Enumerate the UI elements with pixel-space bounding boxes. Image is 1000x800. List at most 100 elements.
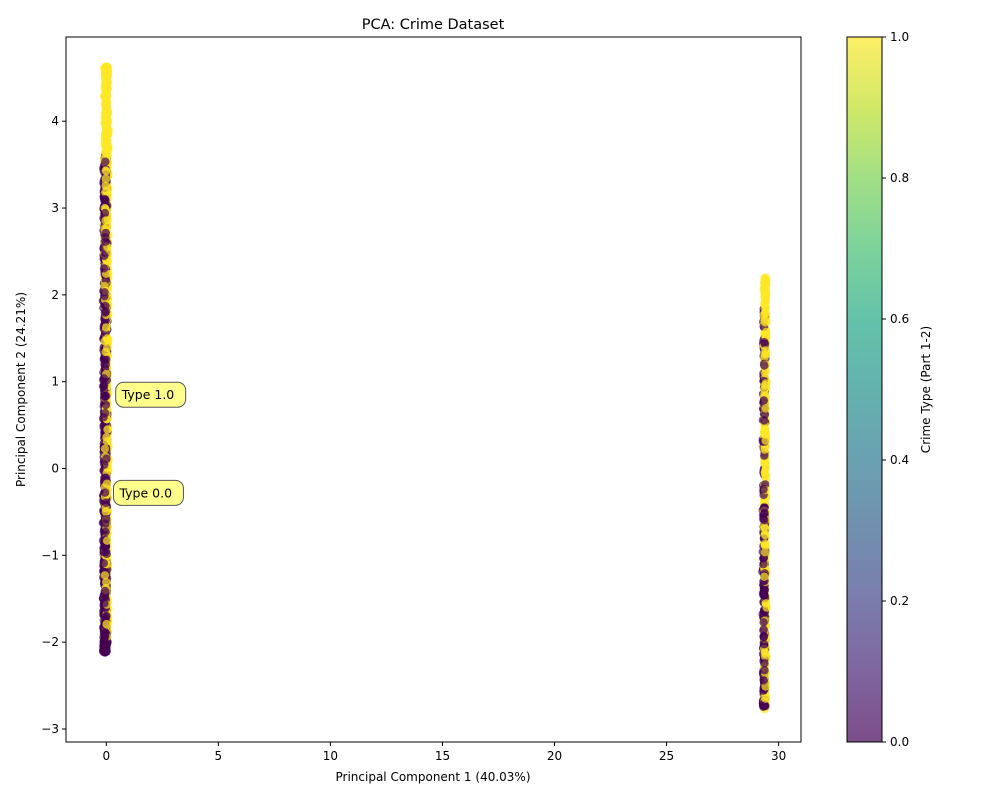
point-type0 [760,416,769,425]
point-type0 [101,237,110,246]
x-tick-label: 20 [547,749,562,763]
point-type1 [761,308,770,318]
point-type1 [760,350,769,359]
y-tick-label: 2 [51,288,59,302]
colorbar-label: Crime Type (Part 1-2) [919,326,933,453]
x-tick-label: 15 [435,749,450,763]
point-type1 [101,90,111,99]
point-type0 [102,391,111,401]
point-type0 [101,157,110,166]
annotation-box [115,381,187,408]
point-type1 [100,64,110,74]
point-type1 [101,174,111,183]
x-tick-label: 30 [771,749,786,763]
point-type0 [101,408,110,418]
point-type1 [761,436,770,445]
point-type0 [101,519,110,528]
point-type1 [761,463,771,472]
point-type1 [102,536,112,545]
x-tick-label: 0 [103,749,111,763]
point-type0 [760,666,769,675]
point-type0 [100,251,109,261]
point-type0 [100,599,109,608]
point-type0 [759,585,769,594]
point-type0 [99,374,109,383]
y-axis-label: Principal Component 2 (24.21%) [14,292,28,487]
point-type1 [761,292,770,302]
point-type0 [760,516,769,525]
point-type0 [101,301,110,311]
point-type0 [759,632,768,641]
y-tick-label: 4 [51,114,59,128]
point-type0 [760,451,769,460]
point-type0 [759,485,768,494]
x-tick-label: 10 [323,749,338,763]
point-type1 [760,548,770,557]
point-type0 [101,360,111,369]
point-type1 [760,316,769,325]
x-tick-label: 25 [659,749,674,763]
point-type0 [100,645,110,654]
point-type0 [101,527,110,537]
point-type0 [101,400,111,410]
x-tick-label: 5 [215,749,223,763]
point-type1 [100,444,110,453]
point-type1 [761,531,770,540]
point-type1 [761,599,770,608]
point-type1 [100,571,110,580]
point-type1 [760,283,770,293]
point-type0 [100,639,109,648]
y-tick-label: −1 [41,548,59,562]
plot-frame [65,36,802,743]
point-type0 [759,560,768,569]
point-type1 [102,127,112,136]
x-axis-label: Principal Component 1 (40.03%) [336,770,531,784]
y-tick-label: 0 [51,462,59,476]
colorbar-ticks: 0.0 0.2 0.4 0.6 0.8 1.0 [882,30,909,749]
point-type0 [100,460,109,469]
point-type1 [760,445,769,454]
point-type1 [101,216,110,225]
point-type1 [102,167,111,176]
colorbar-tick-label: 0.6 [890,312,909,326]
point-type0 [760,338,769,347]
point-type1 [760,524,769,533]
annotation-box [112,479,184,506]
point-type0 [759,509,769,518]
point-type1 [102,437,112,446]
annotation-label: Type 1.0 [121,387,175,402]
point-type1 [101,73,110,83]
point-type0 [99,264,109,273]
y-tick-label: −2 [41,635,59,649]
point-type1 [761,694,770,703]
annotations: Type 1.0 Type 0.0 [112,381,187,506]
point-type0 [99,559,109,568]
colorbar-tick-label: 0.4 [890,453,909,467]
point-type1 [760,572,769,581]
point-type0 [100,488,110,497]
x-axis-ticks: 0 5 10 15 20 25 30 [103,742,786,763]
colorbar-frame [846,36,883,743]
point-type0 [759,396,768,405]
point-type0 [101,196,110,205]
point-type1 [101,323,111,332]
point-type0 [100,288,109,297]
point-type1 [102,479,112,488]
point-type0 [759,625,768,634]
point-type0 [760,361,769,370]
point-type1 [103,334,112,343]
colorbar-tick-label: 0.0 [890,735,909,749]
point-type1 [102,619,111,629]
point-type1 [102,101,111,110]
point-type1 [102,143,111,152]
plot-area [66,37,801,742]
point-type1 [102,150,112,159]
point-type1 [761,273,771,282]
point-type1 [101,347,110,357]
point-type0 [760,659,769,668]
point-type1 [761,379,770,388]
point-type0 [101,228,111,238]
point-type1 [761,404,770,413]
colorbar-tick-label: 0.8 [890,171,909,185]
